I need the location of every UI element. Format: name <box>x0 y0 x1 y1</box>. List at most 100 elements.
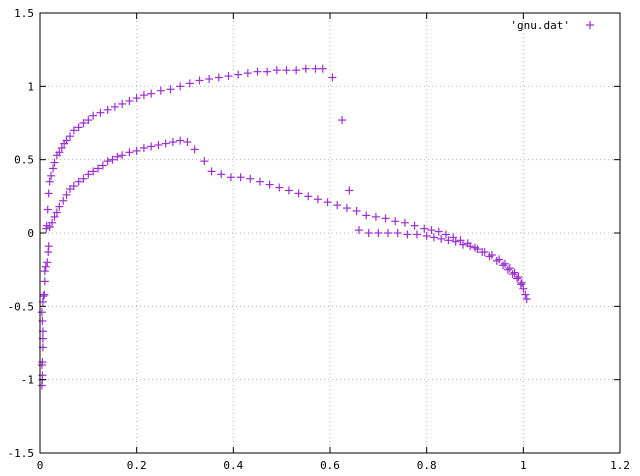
data-point <box>166 85 175 94</box>
data-point <box>44 242 53 251</box>
data-point <box>301 64 310 73</box>
data-point <box>391 217 400 226</box>
data-point <box>43 205 52 214</box>
data-point <box>519 284 528 293</box>
data-point <box>125 97 134 105</box>
data-point <box>381 214 390 223</box>
legend-marker-plus <box>586 21 594 29</box>
data-point <box>147 142 156 151</box>
data-point <box>384 229 392 237</box>
data-point <box>413 230 421 239</box>
data-point <box>110 102 119 111</box>
data-point <box>364 229 373 237</box>
data-point <box>473 245 482 254</box>
data-point <box>311 64 320 73</box>
data-point <box>466 242 475 251</box>
data-point <box>449 233 458 242</box>
data-point <box>176 82 185 91</box>
data-point <box>96 108 105 117</box>
data-point <box>50 158 59 167</box>
data-point <box>89 111 98 120</box>
data-point <box>40 277 49 286</box>
data-point <box>451 237 460 246</box>
data-point <box>292 66 301 75</box>
data-point <box>52 208 61 217</box>
data-point <box>517 278 526 287</box>
data-point <box>403 230 412 239</box>
y-tick-label: -1.5 <box>8 447 35 460</box>
data-point <box>156 86 165 95</box>
data-point <box>37 308 46 317</box>
data-point <box>503 265 512 274</box>
data-point <box>371 212 380 221</box>
data-point <box>103 105 112 114</box>
data-point <box>62 136 71 145</box>
data-point <box>55 148 64 157</box>
data-point <box>263 67 272 76</box>
data-point <box>69 182 78 191</box>
data-point <box>118 151 127 160</box>
data-point <box>43 258 52 267</box>
data-point <box>207 167 216 176</box>
x-tick-label: 0.2 <box>127 459 147 472</box>
data-point <box>456 236 465 245</box>
data-point <box>40 267 49 276</box>
legend-label: 'gnu.dat' <box>510 19 570 32</box>
data-point <box>500 259 509 268</box>
data-point <box>49 164 58 173</box>
data-point <box>255 177 264 186</box>
data-point <box>113 152 122 161</box>
data-point <box>352 207 361 215</box>
data-point <box>362 211 371 220</box>
x-tick-label: 1.2 <box>610 459 630 472</box>
data-point <box>132 94 141 103</box>
data-point <box>410 221 419 230</box>
data-point <box>434 227 443 236</box>
data-point <box>224 72 233 81</box>
y-tick-label: 0.5 <box>14 154 34 167</box>
y-tick-label: 1 <box>27 80 34 93</box>
data-point <box>132 146 141 155</box>
data-point <box>40 290 49 299</box>
legend: 'gnu.dat' <box>510 19 594 32</box>
data-point <box>422 231 431 240</box>
data-point <box>480 248 489 257</box>
data-point <box>214 73 223 82</box>
data-point <box>510 268 519 277</box>
x-tick-label: 0 <box>37 459 44 472</box>
data-point <box>217 170 226 179</box>
data-point <box>355 226 363 235</box>
data-point <box>458 240 467 249</box>
x-tick-label: 0.6 <box>320 459 340 472</box>
data-point <box>168 138 177 147</box>
data-point <box>200 157 209 166</box>
data-point <box>234 70 243 79</box>
data-point <box>139 91 148 100</box>
axis-ticks: 0 0.2 0.4 0.6 0.8 1 1.2 -1.5 -1 -0.5 0 0.5 1 1.5 <box>8 7 630 472</box>
data-point <box>345 186 354 195</box>
data-point <box>328 73 337 82</box>
data-point <box>513 274 522 283</box>
data-point <box>495 255 504 264</box>
data-point <box>313 195 322 204</box>
data-point <box>94 164 102 173</box>
y-tick-label: 0 <box>27 227 34 240</box>
data-point <box>84 170 93 179</box>
data-point <box>185 79 194 88</box>
y-tick-label: -1 <box>21 374 34 387</box>
data-point <box>69 126 78 135</box>
data-point <box>205 75 214 83</box>
data-point <box>499 261 508 270</box>
data-point <box>284 186 293 195</box>
data-point <box>338 116 347 125</box>
data-point <box>176 136 185 145</box>
data-point <box>74 123 83 132</box>
data-point <box>183 138 192 147</box>
data-point <box>154 141 163 149</box>
data-point <box>62 190 71 199</box>
data-point <box>374 229 383 237</box>
data-point <box>282 66 291 75</box>
x-tick-label: 0.4 <box>223 459 243 472</box>
